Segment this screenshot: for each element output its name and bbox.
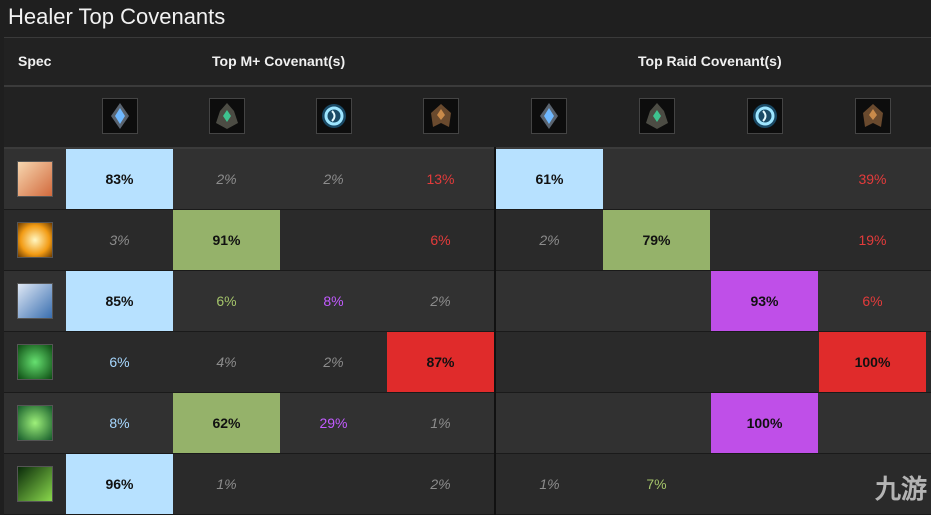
raid-necrolord-cell [603, 149, 710, 209]
restoration-shaman-icon [17, 466, 53, 502]
restoration-druid-icon [17, 405, 53, 441]
raid-night-fae-cell [711, 210, 818, 270]
necrolord-icon [209, 98, 245, 134]
table-row: 3% 91% 6% 2% 79% 19% [4, 210, 931, 271]
table-row: 96% 1% 2% 1% 7% [4, 454, 931, 515]
raid-kyrian-cell: 1% [539, 476, 560, 492]
raid-night-fae-cell: 100% [711, 393, 818, 453]
table-row: 8% 62% 29% 1% 100% [4, 393, 931, 454]
spec-cell [4, 454, 66, 514]
spec-cell [4, 393, 66, 453]
raid-kyrian-cell [496, 271, 603, 331]
spec-cell [4, 149, 66, 209]
mplus-venthyr-cell: 2% [430, 293, 451, 309]
kyrian-icon [102, 98, 138, 134]
raid-necrolord-cell: 7% [646, 476, 667, 492]
mplus-kyrian-cell: 3% [109, 232, 130, 248]
spec-cell [4, 271, 66, 331]
mplus-venthyr-cell: 2% [430, 476, 451, 492]
mplus-venthyr-cell: 87% [387, 332, 494, 392]
page-title: Healer Top Covenants [8, 4, 226, 29]
mplus-venthyr-cell: 13% [426, 171, 455, 187]
mplus-night-fae-cell [280, 454, 387, 514]
mplus-necrolord-cell: 91% [173, 210, 280, 270]
mplus-night-fae-cell: 8% [323, 293, 344, 309]
raid-header: Top Raid Covenant(s) [638, 53, 782, 69]
spec-header: Spec [18, 53, 52, 69]
raid-venthyr-cell: 100% [819, 332, 926, 392]
mplus-venthyr-cell: 1% [430, 415, 451, 431]
raid-venthyr-cell [819, 393, 926, 453]
night-fae-icon [747, 98, 783, 134]
section-divider [494, 147, 496, 515]
covenant-icon-row [4, 87, 931, 149]
mplus-necrolord-cell: 62% [173, 393, 280, 453]
mplus-night-fae-cell [280, 210, 387, 270]
holy-paladin-icon [17, 161, 53, 197]
table-row: 83% 2% 2% 13% 61% 39% [4, 149, 931, 210]
header-row: Spec Top M+ Covenant(s) Top Raid Covenan… [4, 38, 931, 87]
watermark: 九游 [874, 474, 927, 504]
covenant-table: Spec Top M+ Covenant(s) Top Raid Covenan… [4, 37, 931, 515]
mplus-necrolord-cell: 6% [216, 293, 237, 309]
mplus-venthyr-cell: 6% [430, 232, 451, 248]
mplus-necrolord-cell: 2% [216, 171, 237, 187]
raid-necrolord-cell [603, 332, 710, 392]
mplus-kyrian-cell: 85% [66, 271, 173, 331]
raid-kyrian-cell: 2% [539, 232, 560, 248]
spec-cell [4, 332, 66, 392]
spec-cell [4, 210, 66, 270]
mplus-kyrian-cell: 83% [66, 149, 173, 209]
venthyr-icon [855, 98, 891, 134]
holy-priest-icon [17, 222, 53, 258]
night-fae-icon [316, 98, 352, 134]
raid-venthyr-cell: 19% [858, 232, 887, 248]
raid-kyrian-cell: 61% [496, 149, 603, 209]
raid-kyrian-cell [496, 332, 603, 392]
raid-night-fae-cell: 93% [711, 271, 818, 331]
mplus-kyrian-cell: 96% [66, 454, 173, 514]
raid-night-fae-cell [711, 332, 818, 392]
mplus-night-fae-cell: 29% [319, 415, 348, 431]
necrolord-icon [639, 98, 675, 134]
mplus-necrolord-cell: 1% [216, 476, 237, 492]
mplus-kyrian-cell: 8% [109, 415, 130, 431]
raid-kyrian-cell [496, 393, 603, 453]
mplus-header: Top M+ Covenant(s) [212, 53, 346, 69]
raid-venthyr-cell: 39% [858, 171, 887, 187]
mplus-night-fae-cell: 2% [323, 171, 344, 187]
mplus-night-fae-cell: 2% [323, 354, 344, 370]
raid-venthyr-cell: 6% [862, 293, 883, 309]
raid-necrolord-cell: 79% [603, 210, 710, 270]
raid-necrolord-cell [603, 271, 710, 331]
venthyr-icon [423, 98, 459, 134]
kyrian-icon [531, 98, 567, 134]
mistweaver-monk-icon [17, 344, 53, 380]
raid-night-fae-cell [711, 149, 818, 209]
table-row: 6% 4% 2% 87% 100% [4, 332, 931, 393]
raid-necrolord-cell [603, 393, 710, 453]
mplus-necrolord-cell: 4% [216, 354, 237, 370]
discipline-priest-icon [17, 283, 53, 319]
table-row: 85% 6% 8% 2% 93% 6% [4, 271, 931, 332]
mplus-kyrian-cell: 6% [109, 354, 130, 370]
